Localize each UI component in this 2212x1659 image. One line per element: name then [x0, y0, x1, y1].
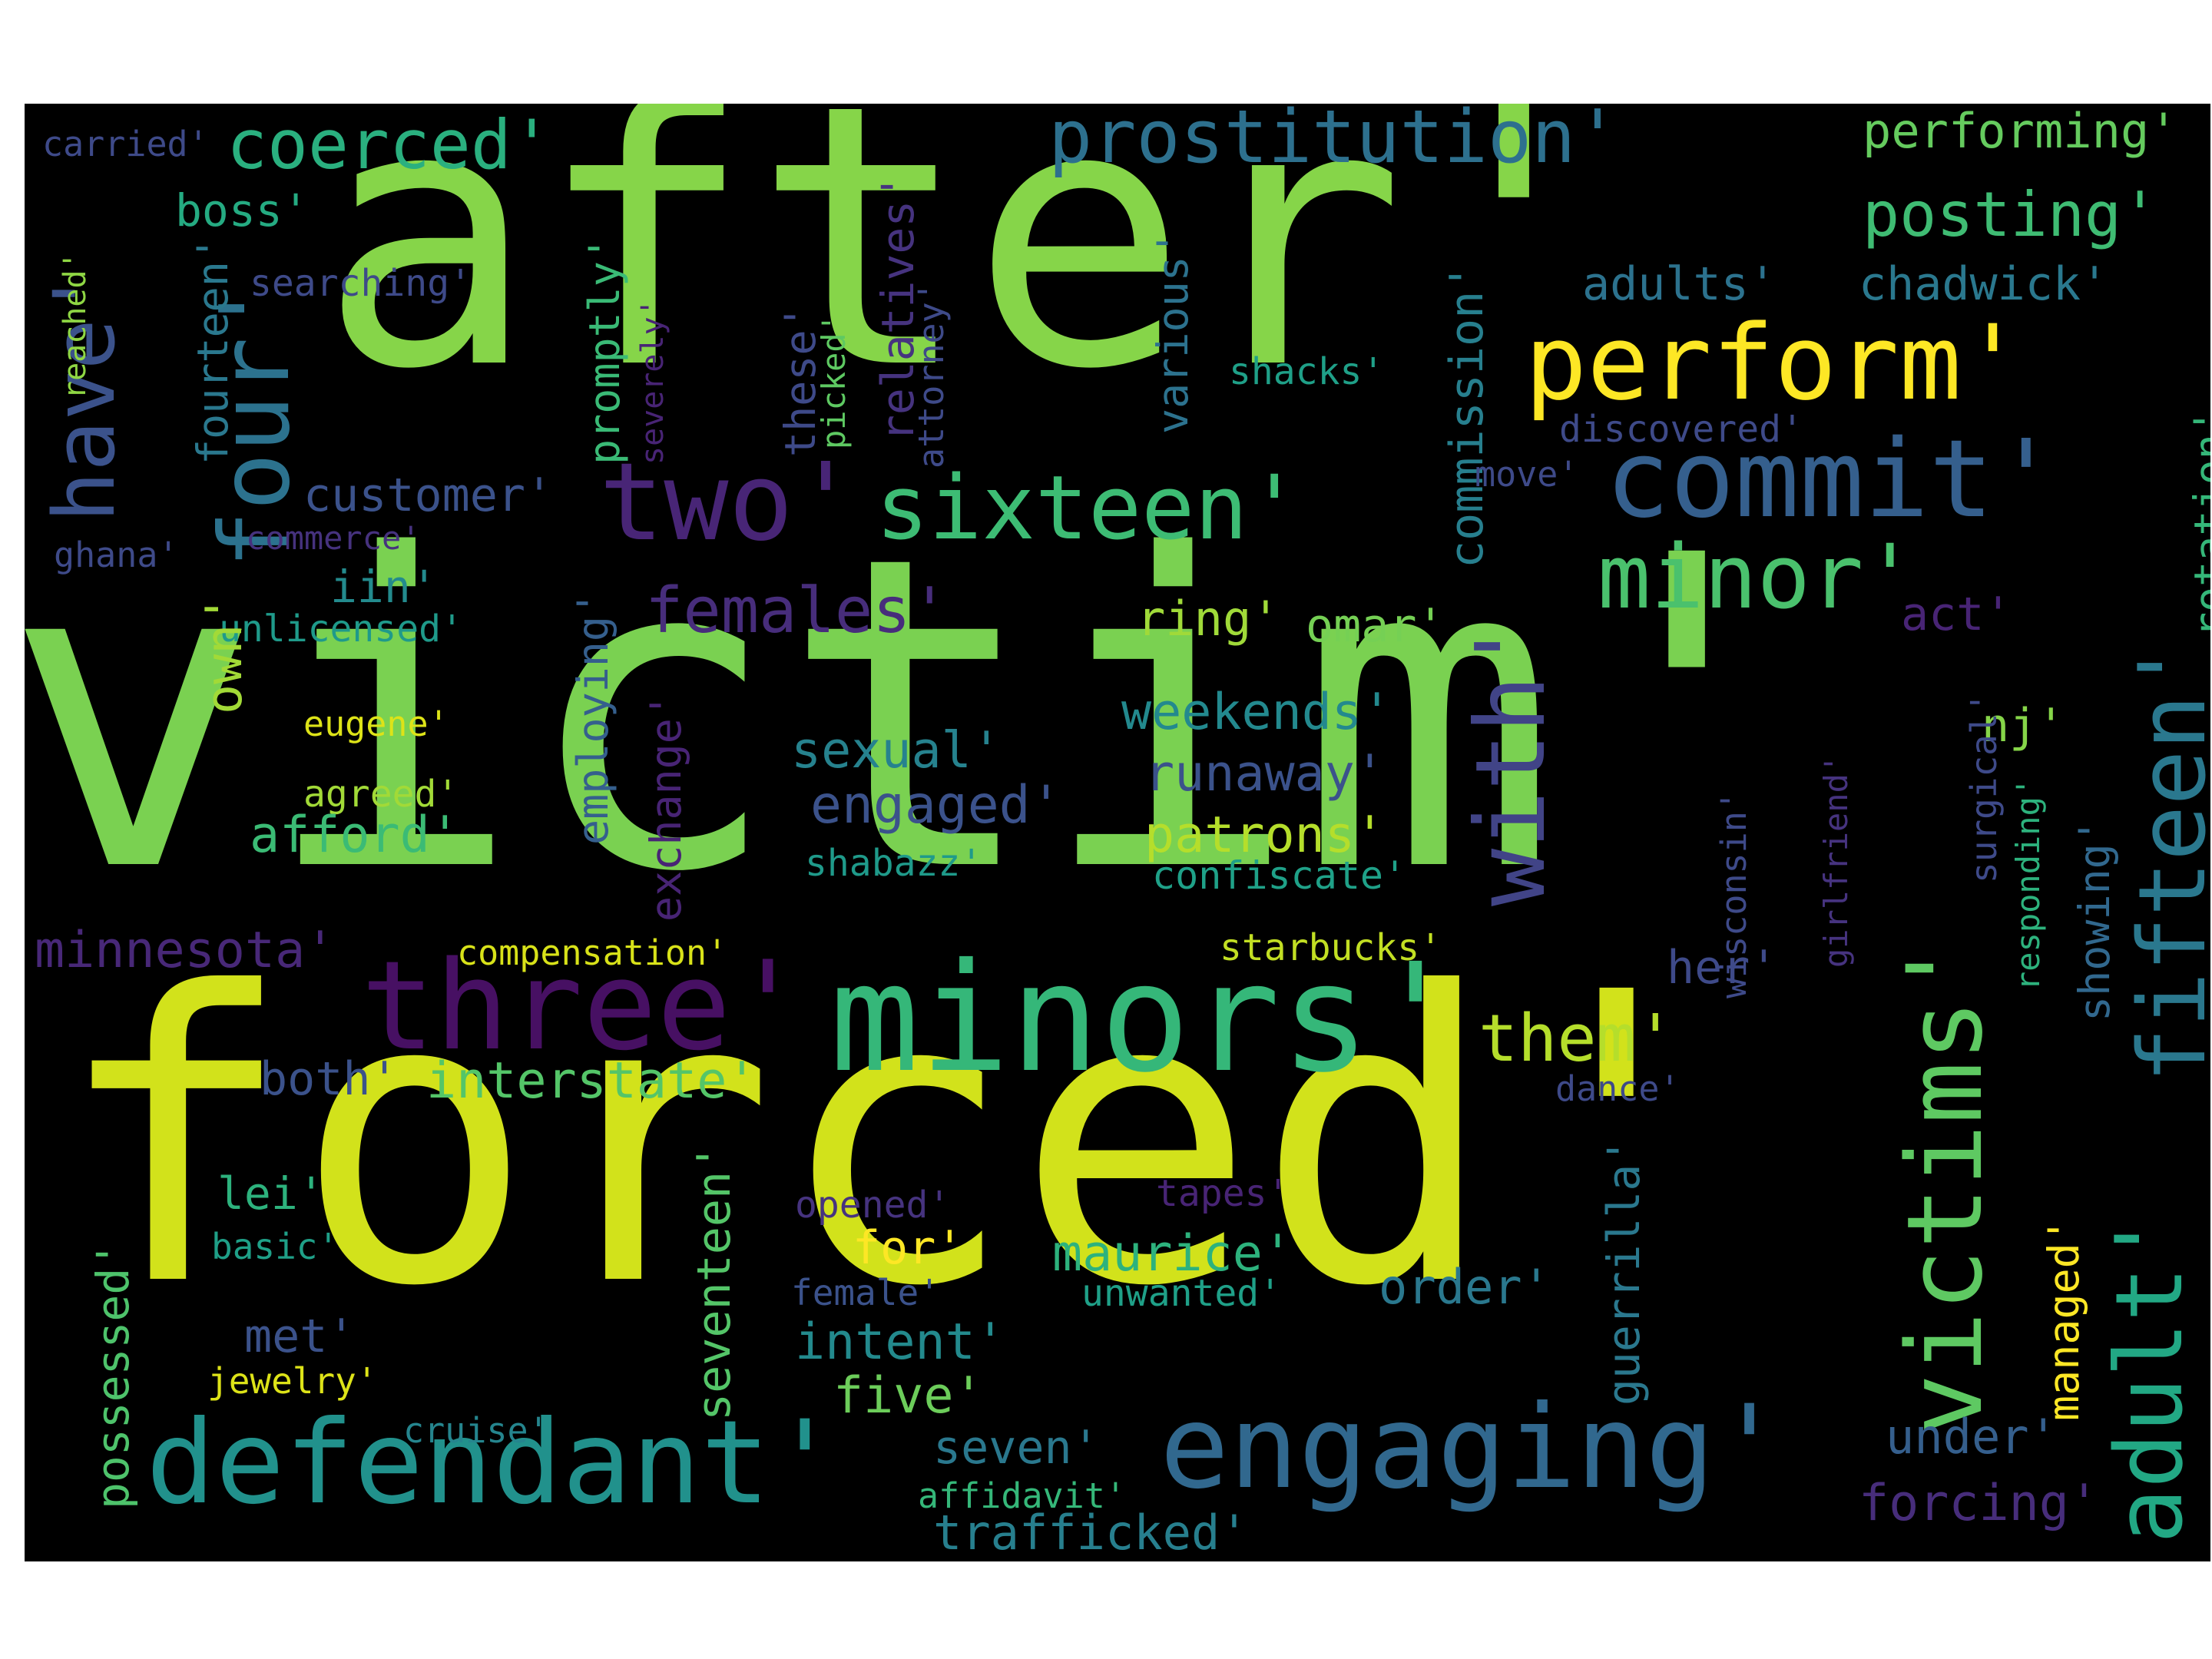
- word-three: three': [361, 934, 805, 1078]
- word-fifteen: fifteen': [2120, 639, 2210, 1083]
- word-searching: searching': [250, 262, 472, 305]
- word-two: two': [599, 440, 859, 565]
- word-minnesota: minnesota': [35, 922, 336, 979]
- word-met: met': [244, 1310, 356, 1363]
- word-basic: basic': [211, 1226, 339, 1267]
- word-commerce: commerce': [246, 519, 421, 557]
- word-runaway: runaway': [1144, 745, 1386, 803]
- word-posting: posting': [1863, 179, 2159, 250]
- word-victim: victim': [25, 465, 1817, 966]
- word-cloud: after' victim' forced' minors' three' defenda…: [25, 104, 2210, 1561]
- word-cruise: cruise': [403, 1410, 549, 1451]
- word-order: order': [1379, 1259, 1551, 1315]
- word-boss: boss': [175, 184, 310, 237]
- word-managed: managed': [2039, 1217, 2088, 1421]
- word-victims: victims': [1885, 936, 2005, 1436]
- word-guerrilla: guerrilla': [1598, 1137, 1650, 1406]
- word-with: with': [1455, 617, 1567, 906]
- word-agreed: agreed': [303, 773, 459, 816]
- word-shabazz: shabazz': [805, 842, 983, 885]
- word-adults: adults': [1582, 257, 1777, 311]
- word-nj: nj': [1982, 699, 2065, 753]
- word-jewelry: jewelry': [207, 1360, 378, 1402]
- word-confiscate: confiscate': [1152, 853, 1407, 898]
- word-iin: iin': [330, 561, 438, 613]
- word-fourteen: fourteen': [188, 235, 237, 465]
- word-promptly: promptly': [580, 235, 629, 465]
- word-adult: adult': [2097, 1210, 2204, 1544]
- word-compensation: compensation': [457, 932, 728, 973]
- word-both: both': [260, 1052, 399, 1106]
- word-for: for': [853, 1221, 964, 1275]
- word-own: own': [196, 594, 253, 714]
- word-attorney: attorney': [911, 281, 952, 469]
- word-act: act': [1901, 588, 2012, 641]
- word-interstate: interstate': [426, 1052, 757, 1110]
- word-opened: opened': [795, 1184, 951, 1227]
- word-shacks: shacks': [1229, 350, 1385, 393]
- word-engaged: engaged': [810, 775, 1062, 836]
- word-engaging: engaging': [1160, 1381, 1784, 1515]
- word-females: females': [645, 575, 949, 647]
- word-perform: perform': [1525, 303, 2025, 423]
- word-responding: responding': [2009, 777, 2047, 991]
- word-sixteen: sixteen': [876, 457, 1301, 560]
- word-surgical: surgical': [1963, 691, 2005, 883]
- word-seven: seven': [933, 1421, 1100, 1475]
- word-commission: commission': [1440, 263, 1494, 568]
- word-chadwick: chadwick': [1859, 257, 2109, 311]
- word-seventeen: seventeen': [687, 1143, 741, 1421]
- word-exchange: exchange': [641, 692, 690, 922]
- word-ghana: ghana': [54, 535, 179, 575]
- word-ring: ring': [1137, 591, 1280, 647]
- word-female: female': [791, 1272, 940, 1313]
- word-lei: lei': [217, 1167, 325, 1220]
- word-afford: afford': [250, 806, 460, 864]
- word-commit: commit': [1605, 417, 2059, 542]
- word-patrons: patrons': [1144, 806, 1386, 864]
- word-rotation: rotation': [2185, 408, 2210, 637]
- word-dance: dance': [1555, 1068, 1681, 1109]
- word-her: her': [1667, 941, 1778, 995]
- word-omar: omar': [1306, 599, 1445, 653]
- word-forced: forced': [54, 908, 1737, 1373]
- word-starbucks: starbucks': [1220, 926, 1442, 969]
- word-move: move': [1475, 454, 1579, 495]
- word-minor: minor': [1598, 526, 1917, 629]
- word-weekends: weekends': [1121, 684, 1392, 741]
- word-eugene: eugene': [303, 704, 449, 744]
- word-tapes: tapes': [1156, 1172, 1290, 1215]
- word-reached: reached': [58, 251, 93, 399]
- word-customer: customer': [303, 469, 554, 522]
- word-five: five': [833, 1367, 984, 1425]
- word-unwanted: unwanted': [1081, 1272, 1282, 1315]
- word-severely: severely': [635, 298, 671, 465]
- word-possessed: possessed': [87, 1240, 139, 1509]
- word-minors: minors': [830, 931, 1461, 1105]
- word-after: after': [319, 104, 1623, 448]
- word-prostitution: prostitution': [1048, 104, 1620, 180]
- word-coerced: coerced': [227, 105, 552, 184]
- word-employing: employing': [568, 590, 618, 845]
- word-forcing: forcing': [1859, 1475, 2100, 1532]
- word-unlicensed: unlicensed': [219, 608, 463, 651]
- word-affidavit: affidavit': [918, 1475, 1126, 1516]
- word-picked: picked': [815, 313, 853, 449]
- word-trafficked: trafficked': [933, 1505, 1249, 1561]
- word-defendant: defendant': [146, 1396, 840, 1530]
- word-girlfriend: girlfriend': [1817, 753, 1855, 968]
- word-discovered: discovered': [1559, 408, 1803, 451]
- word-sexual: sexual': [791, 722, 1002, 780]
- word-under: under': [1886, 1409, 2058, 1465]
- word-showing: showing': [2070, 818, 2119, 1022]
- word-various: various': [1148, 230, 1197, 434]
- word-performing: performing': [1863, 104, 2178, 159]
- word-intent: intent': [795, 1313, 1005, 1371]
- word-them: them': [1479, 1001, 1675, 1077]
- word-maurice: maurice': [1052, 1225, 1293, 1283]
- word-carried: carried': [42, 124, 209, 164]
